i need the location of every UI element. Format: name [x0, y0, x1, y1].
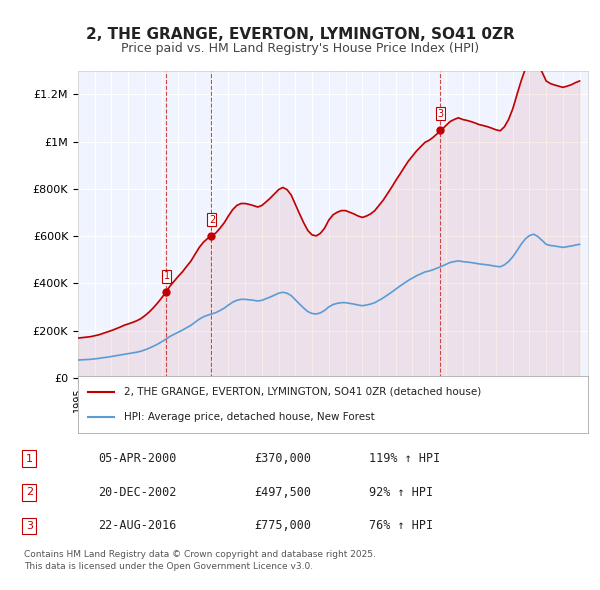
Text: £775,000: £775,000 [254, 519, 311, 532]
Text: 3: 3 [26, 521, 33, 531]
Text: 22-AUG-2016: 22-AUG-2016 [98, 519, 177, 532]
Text: Price paid vs. HM Land Registry's House Price Index (HPI): Price paid vs. HM Land Registry's House … [121, 42, 479, 55]
Text: £497,500: £497,500 [254, 486, 311, 499]
Text: 05-APR-2000: 05-APR-2000 [98, 453, 177, 466]
Text: 3: 3 [437, 109, 443, 119]
Text: 92% ↑ HPI: 92% ↑ HPI [369, 486, 433, 499]
Text: 2: 2 [209, 215, 215, 225]
Text: 119% ↑ HPI: 119% ↑ HPI [369, 453, 440, 466]
Text: 2: 2 [26, 487, 33, 497]
Text: £370,000: £370,000 [254, 453, 311, 466]
Text: 20-DEC-2002: 20-DEC-2002 [98, 486, 177, 499]
Text: 2, THE GRANGE, EVERTON, LYMINGTON, SO41 0ZR (detached house): 2, THE GRANGE, EVERTON, LYMINGTON, SO41 … [124, 386, 481, 396]
Text: 2, THE GRANGE, EVERTON, LYMINGTON, SO41 0ZR: 2, THE GRANGE, EVERTON, LYMINGTON, SO41 … [86, 27, 514, 41]
Text: 76% ↑ HPI: 76% ↑ HPI [369, 519, 433, 532]
Text: Contains HM Land Registry data © Crown copyright and database right 2025.
This d: Contains HM Land Registry data © Crown c… [24, 550, 376, 571]
Text: HPI: Average price, detached house, New Forest: HPI: Average price, detached house, New … [124, 412, 374, 422]
Text: 1: 1 [164, 271, 170, 281]
Text: 1: 1 [26, 454, 33, 464]
